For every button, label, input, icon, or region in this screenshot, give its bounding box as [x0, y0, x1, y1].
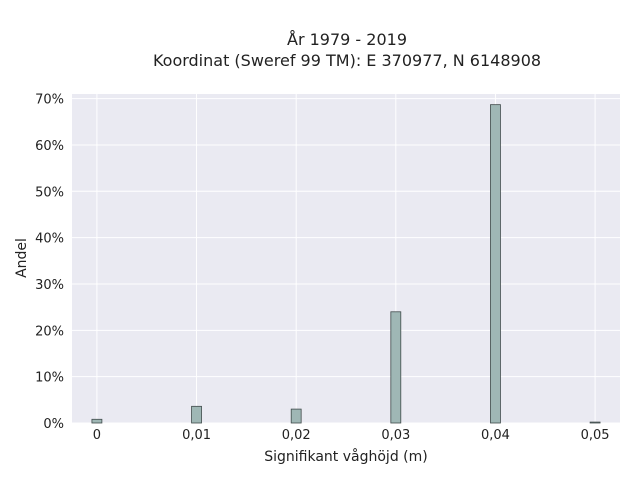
histogram-bar — [490, 104, 501, 424]
x-tick-label: 0,01 — [182, 428, 211, 443]
chart-subtitle: Koordinat (Sweref 99 TM): E 370977, N 61… — [153, 51, 541, 70]
x-tick-label: 0,02 — [282, 428, 311, 443]
y-tick-label: 0% — [43, 417, 64, 432]
y-tick-label: 10% — [35, 371, 64, 386]
y-axis-ticks: 0% 10% 20% 30% 40% 50% 60% 70% — [35, 93, 64, 432]
x-tick-label: 0,05 — [581, 428, 610, 443]
x-tick-label: 0,03 — [381, 428, 410, 443]
histogram-bar — [91, 418, 103, 424]
y-tick-label: 30% — [35, 278, 64, 293]
y-tick-label: 40% — [35, 232, 64, 247]
histogram-bar — [589, 421, 601, 424]
histogram-bar — [191, 405, 202, 424]
y-tick-label: 20% — [35, 324, 64, 339]
x-tick-label: 0 — [93, 428, 101, 443]
histogram-bar — [290, 408, 302, 424]
chart-title: År 1979 - 2019 — [287, 30, 407, 49]
x-axis-ticks: 0 0,01 0,02 0,03 0,04 0,05 — [93, 428, 610, 443]
plot-area — [72, 94, 620, 423]
bars — [91, 104, 601, 424]
y-tick-label: 70% — [35, 93, 64, 108]
y-tick-label: 50% — [35, 185, 64, 200]
grid-lines — [72, 94, 620, 424]
x-tick-label: 0,04 — [481, 428, 510, 443]
y-axis-label: Andel — [14, 238, 30, 278]
histogram-bar — [390, 311, 402, 424]
y-tick-label: 60% — [35, 139, 64, 154]
x-axis-label: Signifikant våghöjd (m) — [264, 448, 427, 465]
